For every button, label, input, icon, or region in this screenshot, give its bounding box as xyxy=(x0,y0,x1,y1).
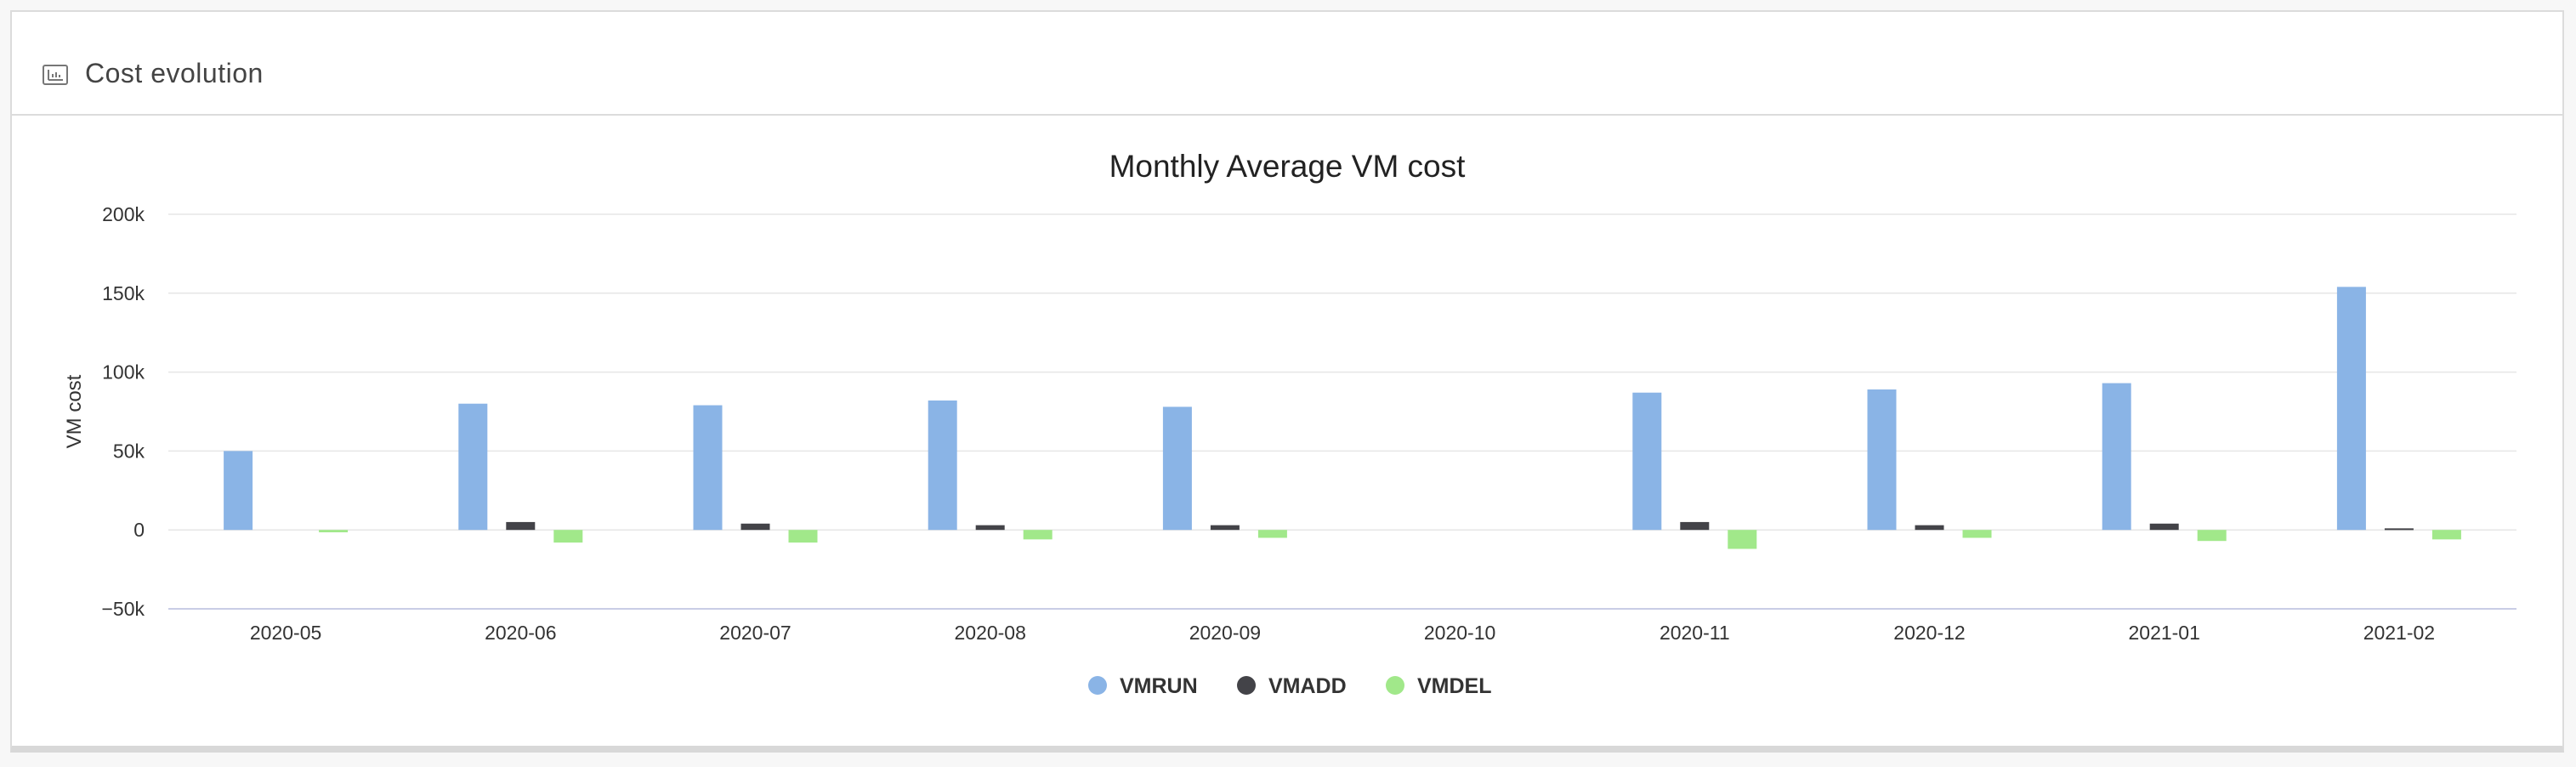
bar-vmrun[interactable] xyxy=(928,401,957,531)
bar-vmrun[interactable] xyxy=(1162,406,1192,531)
x-axis: 2020-05 2020-06 2020-07 2020-08 2020-09 2020-… xyxy=(250,622,2435,644)
x-tick-label: 2020-09 xyxy=(1189,622,1261,644)
y-axis: 200k 150k 100k 50k 0 −50k xyxy=(101,203,145,620)
x-tick-label: 2020-11 xyxy=(1660,622,1730,644)
y-tick-label: −50k xyxy=(101,598,145,620)
legend-label: VMDEL xyxy=(1417,674,1492,698)
bar-vmrun[interactable] xyxy=(1867,389,1897,531)
bar-vmrun[interactable] xyxy=(2102,383,2131,531)
x-tick-label: 2020-12 xyxy=(1893,622,1965,644)
grid xyxy=(168,213,2516,610)
bar-vmrun[interactable] xyxy=(458,403,488,531)
legend-label: VMRUN xyxy=(1120,674,1198,698)
bar-vmadd[interactable] xyxy=(506,521,536,531)
cost-evolution-card: Cost evolution xyxy=(10,10,2564,753)
x-tick-label: 2020-06 xyxy=(485,622,556,644)
x-tick-label: 2020-05 xyxy=(250,622,321,644)
x-tick-label: 2020-07 xyxy=(719,622,791,644)
y-tick-label: 50k xyxy=(113,440,145,462)
bar-vmrun[interactable] xyxy=(2336,287,2366,531)
legend-marker xyxy=(1088,676,1107,695)
bar-vmdel[interactable] xyxy=(1728,530,1757,549)
bar-vmrun[interactable] xyxy=(1632,392,1662,531)
legend-item-vmadd[interactable]: VMADD xyxy=(1237,674,1347,698)
x-tick-label: 2021-01 xyxy=(2128,622,2199,644)
legend-label: VMADD xyxy=(1268,674,1347,698)
chart-icon xyxy=(43,65,68,85)
bars xyxy=(224,287,2461,549)
bar-vmadd[interactable] xyxy=(1210,525,1240,531)
y-tick-label: 0 xyxy=(133,519,145,541)
bar-vmadd[interactable] xyxy=(2384,528,2414,531)
bar-vmadd[interactable] xyxy=(2149,523,2179,531)
legend-item-vmrun[interactable]: VMRUN xyxy=(1088,674,1198,698)
legend-marker xyxy=(1237,676,1256,695)
legend-marker xyxy=(1386,676,1404,695)
x-tick-label: 2021-02 xyxy=(2363,622,2435,644)
bar-vmdel[interactable] xyxy=(2431,530,2461,540)
bar-vmrun[interactable] xyxy=(224,451,253,531)
bar-vmdel[interactable] xyxy=(319,530,349,532)
chart-title: Monthly Average VM cost xyxy=(1109,149,1467,184)
y-tick-label: 150k xyxy=(102,282,145,304)
x-tick-label: 2020-08 xyxy=(954,622,1025,644)
card-title: Cost evolution xyxy=(85,58,264,88)
y-tick-label: 200k xyxy=(102,203,145,225)
bar-vmdel[interactable] xyxy=(553,530,583,543)
bar-vmrun[interactable] xyxy=(693,405,723,531)
bar-vmadd[interactable] xyxy=(1680,521,1710,531)
x-tick-label: 2020-10 xyxy=(1424,622,1495,644)
legend: VMRUN VMADD VMDEL xyxy=(1088,674,1492,698)
legend-item-vmdel[interactable]: VMDEL xyxy=(1386,674,1492,698)
y-axis-title: VM cost xyxy=(63,374,86,448)
bar-vmdel[interactable] xyxy=(1257,530,1287,538)
y-tick-label: 100k xyxy=(102,361,145,384)
bar-vmadd[interactable] xyxy=(975,525,1005,531)
bar-vmdel[interactable] xyxy=(2197,530,2227,542)
bar-vmdel[interactable] xyxy=(788,530,818,543)
bar-vmadd[interactable] xyxy=(1915,525,1944,531)
bar-vmadd[interactable] xyxy=(740,523,770,531)
card-header: Cost evolution xyxy=(12,12,2562,116)
bar-vmdel[interactable] xyxy=(1962,530,1992,538)
bar-vmdel[interactable] xyxy=(1023,530,1053,540)
